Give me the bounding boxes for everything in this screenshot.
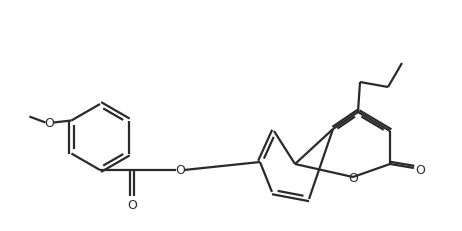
Text: O: O	[348, 172, 358, 185]
Text: O: O	[127, 199, 137, 212]
Text: O: O	[415, 164, 425, 177]
Text: O: O	[175, 164, 185, 177]
Text: O: O	[44, 116, 55, 129]
